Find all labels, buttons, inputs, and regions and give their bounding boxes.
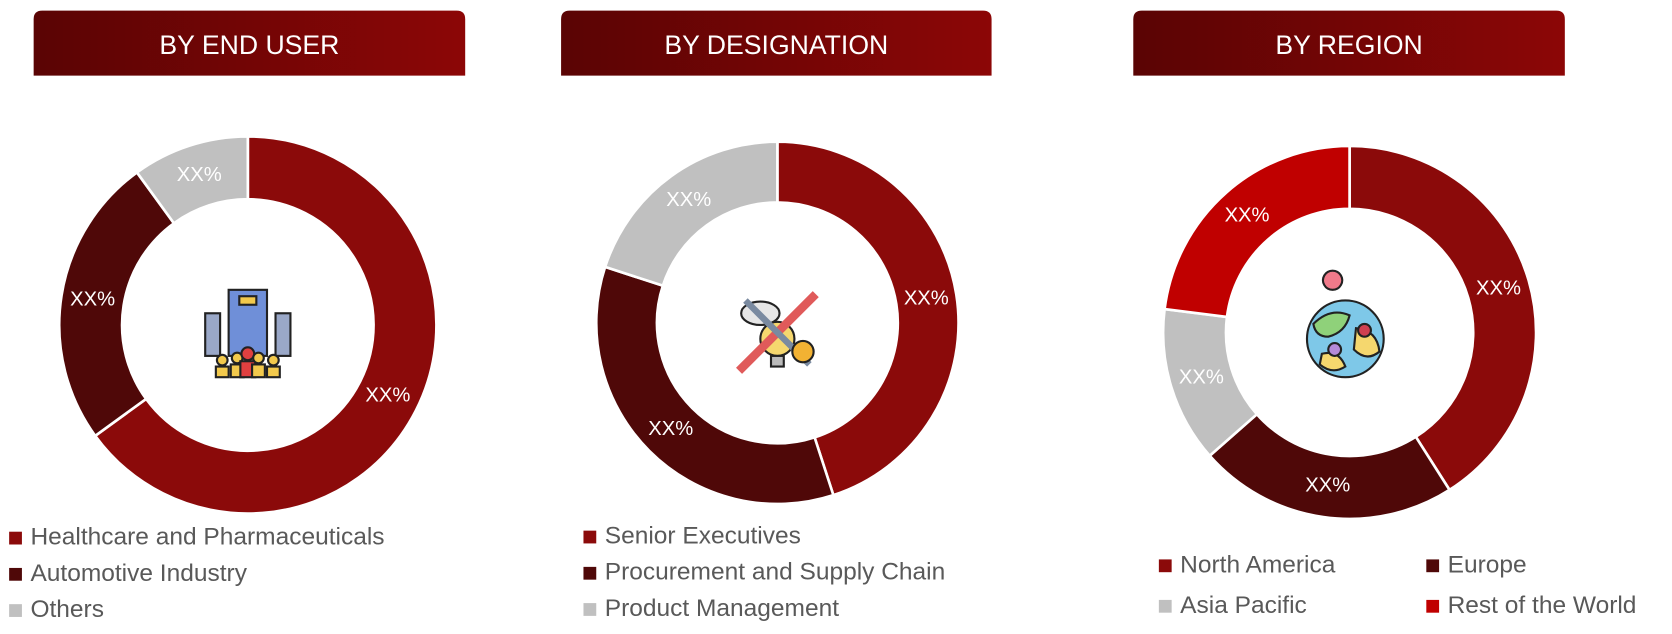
building-icon bbox=[204, 288, 292, 379]
value-label: XX% bbox=[1476, 278, 1521, 300]
legend-swatch bbox=[1426, 559, 1440, 573]
donut-slice bbox=[1207, 412, 1452, 521]
legend-label: Senior Executives bbox=[605, 523, 801, 550]
legend-swatch bbox=[1158, 599, 1172, 613]
legend-label: Product Management bbox=[605, 595, 839, 622]
legend-swatch bbox=[9, 567, 22, 581]
idea-icon bbox=[736, 291, 819, 374]
value-label: XX% bbox=[70, 289, 115, 311]
value-label: XX% bbox=[1225, 204, 1270, 226]
legend-swatch bbox=[1426, 599, 1440, 613]
legend-swatch bbox=[1158, 559, 1172, 573]
legend-label: Healthcare and Pharmaceuticals bbox=[30, 524, 384, 551]
value-label: XX% bbox=[1305, 474, 1350, 496]
legend-swatch bbox=[9, 531, 22, 545]
donut-slice bbox=[776, 140, 960, 497]
legend-label: Procurement and Supply Chain bbox=[605, 559, 945, 586]
header-title: BY END USER bbox=[159, 30, 339, 60]
legend-label: Asia Pacific bbox=[1180, 592, 1307, 619]
donut-slice bbox=[135, 135, 250, 226]
donut-slice bbox=[93, 135, 438, 515]
header-banner bbox=[1133, 10, 1565, 76]
legend-label: Rest of the World bbox=[1448, 592, 1637, 619]
donut-slice bbox=[1163, 144, 1351, 319]
donut-slice bbox=[603, 140, 779, 288]
value-label: XX% bbox=[666, 189, 711, 211]
legend-label: Others bbox=[30, 596, 104, 623]
legend-label: Automotive Industry bbox=[30, 560, 247, 587]
legend-swatch bbox=[583, 566, 597, 580]
globe-icon bbox=[1305, 269, 1385, 379]
legend-label: Europe bbox=[1448, 551, 1527, 578]
legend-label: North America bbox=[1180, 551, 1336, 578]
value-label: XX% bbox=[365, 385, 410, 407]
header-banner bbox=[561, 10, 992, 76]
donut-slice bbox=[594, 265, 836, 506]
donut-slice bbox=[1348, 144, 1538, 492]
value-label: XX% bbox=[648, 418, 693, 440]
header-banner bbox=[33, 10, 466, 76]
header-title: BY REGION bbox=[1275, 30, 1422, 60]
header-title: BY DESIGNATION bbox=[664, 30, 888, 60]
value-label: XX% bbox=[904, 288, 949, 310]
value-label: XX% bbox=[177, 164, 222, 186]
legend-swatch bbox=[583, 603, 597, 616]
legend-swatch bbox=[9, 604, 22, 617]
legend-swatch bbox=[583, 530, 597, 544]
value-label: XX% bbox=[1179, 366, 1224, 388]
